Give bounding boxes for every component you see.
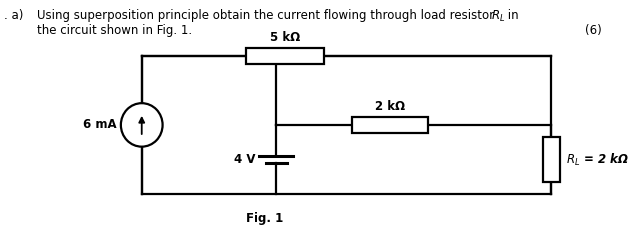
Text: (6): (6) (585, 24, 601, 37)
Text: in: in (504, 9, 519, 22)
Text: the circuit shown in Fig. 1.: the circuit shown in Fig. 1. (38, 24, 192, 37)
Text: Using superposition principle obtain the current flowing through load resistor: Using superposition principle obtain the… (38, 9, 498, 22)
Bar (352, 117, 428, 133)
Text: $R_L$: $R_L$ (490, 9, 505, 24)
Text: $R_L$ = 2 kΩ: $R_L$ = 2 kΩ (566, 152, 628, 168)
Text: Fig. 1: Fig. 1 (247, 212, 283, 225)
Text: 5 kΩ: 5 kΩ (270, 31, 300, 44)
Circle shape (121, 103, 162, 147)
Text: 4 V: 4 V (234, 153, 255, 166)
Text: . a): . a) (4, 9, 24, 22)
Bar (246, 48, 324, 64)
Bar (543, 137, 560, 182)
Text: 2 kΩ: 2 kΩ (375, 100, 405, 113)
Text: 6 mA: 6 mA (83, 118, 117, 131)
